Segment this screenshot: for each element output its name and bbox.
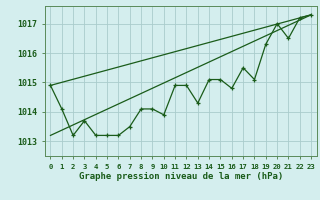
X-axis label: Graphe pression niveau de la mer (hPa): Graphe pression niveau de la mer (hPa) [79,172,283,181]
